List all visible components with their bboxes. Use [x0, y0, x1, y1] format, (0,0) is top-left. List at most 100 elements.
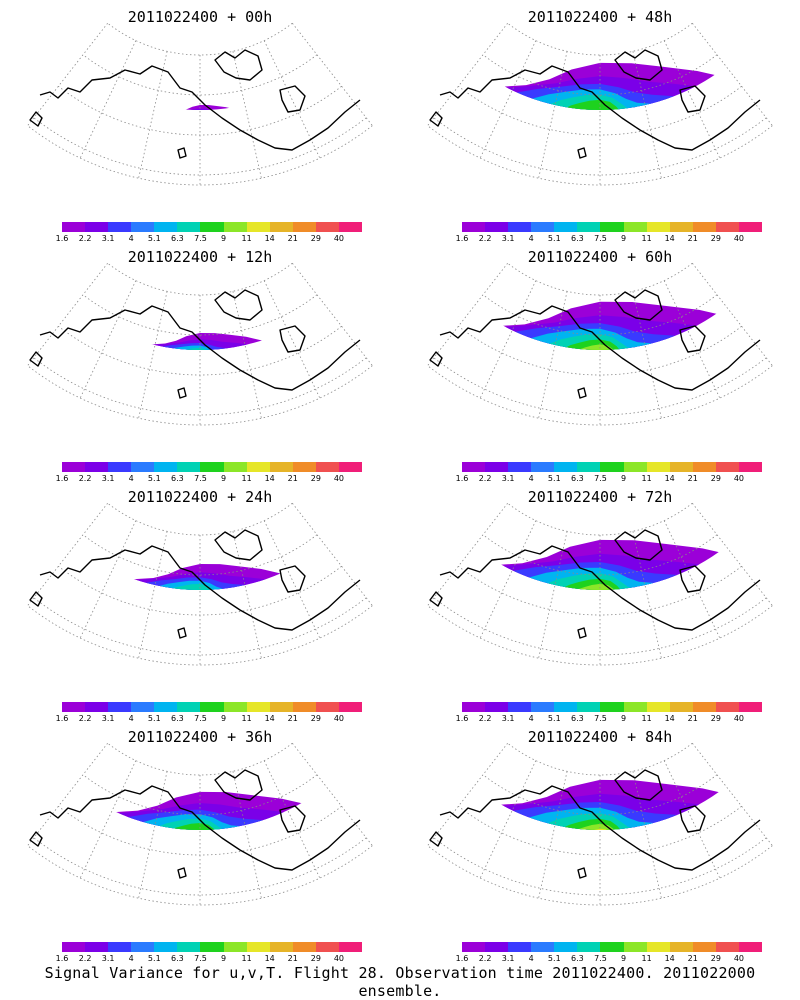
colorbar-tick-label: 2.2 — [78, 474, 92, 483]
colorbar-swatch — [200, 462, 224, 472]
colorbar-tick-label: 21 — [287, 234, 298, 243]
colorbar-swatch — [485, 462, 509, 472]
colorbar-swatch — [154, 702, 178, 712]
colorbar — [62, 222, 363, 232]
colorbar-tick-label: 2.2 — [478, 714, 492, 723]
variance-contour — [568, 344, 640, 350]
colorbar-swatch — [292, 222, 316, 232]
variance-contour — [173, 111, 231, 135]
colorbar-tick-label: 21 — [287, 714, 298, 723]
colorbar-tick-label: 2.2 — [78, 234, 92, 243]
graticule — [27, 502, 373, 666]
colorbar — [462, 222, 763, 232]
colorbar-tick-label: 14 — [264, 474, 275, 483]
colorbar-swatch — [738, 222, 763, 232]
colorbar-swatch — [554, 462, 578, 472]
colorbar-swatch — [269, 942, 293, 952]
colorbar-swatch — [154, 942, 178, 952]
colorbar-tick-label: 14 — [264, 954, 275, 963]
graticule — [27, 22, 373, 186]
colorbar-swatch — [669, 222, 693, 232]
map-panel-24h: 2011022400 + 24h 1.6 2.2 3.1 4 5.1 6.3 7.5 9 11 14… — [0, 480, 400, 725]
coastline — [29, 529, 361, 639]
graticule — [427, 22, 773, 186]
colorbar-tick-label: 40 — [333, 954, 345, 963]
colorbar-tick-label: 29 — [310, 714, 321, 723]
colorbar-swatch — [85, 462, 109, 472]
colorbar-swatch — [177, 702, 201, 712]
map-panel-72h: 2011022400 + 72h 1.6 2.2 3.1 4 5.1 6.3 7.5 9 11 14… — [400, 480, 800, 725]
colorbar-swatch — [738, 942, 763, 952]
colorbar-ticks: 1.6 2.2 3.1 4 5.1 6.3 7.5 9 11 14 21 29 40 — [456, 234, 762, 246]
colorbar-tick-label: 1.6 — [55, 954, 69, 963]
colorbar-swatch — [715, 222, 739, 232]
colorbar-tick-label: 1.6 — [55, 234, 69, 243]
graticule — [427, 262, 773, 426]
colorbar-tick-label: 4 — [528, 714, 534, 723]
map-panel-60h: 2011022400 + 60h 1.6 2.2 3.1 4 5.1 6.3 7.5 9 11 14… — [400, 240, 800, 485]
colorbar-tick-label: 14 — [264, 714, 275, 723]
colorbar — [462, 462, 763, 472]
colorbar-swatch — [131, 942, 155, 952]
colorbar-tick-label: 21 — [287, 474, 298, 483]
colorbar-tick-label: 4 — [128, 954, 134, 963]
colorbar-swatch — [738, 462, 763, 472]
colorbar-swatch — [646, 942, 670, 952]
map-panel-84h: 2011022400 + 84h 1.6 2.2 3.1 4 5.1 6.3 7.5 9 11 14… — [400, 720, 800, 965]
panel-title: 2011022400 + 12h — [127, 248, 273, 266]
variance-map — [27, 742, 373, 906]
colorbar-tick-label: 11 — [241, 474, 252, 483]
colorbar-tick-label: 4 — [528, 234, 534, 243]
colorbar-swatch — [600, 942, 624, 952]
colorbar-swatch — [223, 222, 247, 232]
colorbar-swatch — [623, 462, 647, 472]
coastline — [29, 289, 361, 399]
colorbar-swatch — [623, 222, 647, 232]
colorbar-tick-label: 6.3 — [171, 234, 184, 243]
colorbar-swatch — [485, 942, 509, 952]
coastline — [29, 769, 361, 879]
colorbar-swatch — [154, 462, 178, 472]
colorbar-swatch — [200, 222, 224, 232]
colorbar-swatch — [177, 222, 201, 232]
colorbar-tick-label: 40 — [733, 714, 745, 723]
colorbar-swatch — [531, 942, 555, 952]
colorbar-tick-label: 5.1 — [147, 234, 161, 243]
colorbar-tick-label: 7.5 — [594, 474, 607, 483]
colorbar-ticks: 1.6 2.2 3.1 4 5.1 6.3 7.5 9 11 14 21 29 40 — [56, 954, 362, 966]
colorbar-tick-label: 5.1 — [147, 954, 161, 963]
colorbar-swatch — [315, 462, 339, 472]
colorbar-tick-label: 29 — [310, 954, 321, 963]
colorbar-swatch — [223, 702, 247, 712]
colorbar-tick-label: 7.5 — [594, 234, 607, 243]
variance-contour — [174, 348, 234, 350]
colorbar-swatch — [692, 942, 716, 952]
colorbar-swatch — [623, 702, 647, 712]
variance-contour — [165, 823, 245, 830]
colorbar-tick-label: 11 — [241, 234, 252, 243]
colorbar-swatch — [85, 702, 109, 712]
colorbar — [62, 702, 363, 712]
colorbar-swatch — [315, 702, 339, 712]
colorbar-tick-label: 21 — [687, 954, 698, 963]
colorbar-swatch — [508, 942, 532, 952]
colorbar-swatch — [131, 462, 155, 472]
colorbar-tick-label: 14 — [664, 234, 675, 243]
colorbar — [62, 462, 363, 472]
colorbar-tick-label: 21 — [687, 714, 698, 723]
map-panel-36h: 2011022400 + 36h 1.6 2.2 3.1 4 5.1 6.3 7.5 9 11 14… — [0, 720, 400, 965]
colorbar-swatch — [292, 702, 316, 712]
colorbar-tick-label: 40 — [733, 234, 745, 243]
colorbar-tick-label: 21 — [687, 234, 698, 243]
colorbar-tick-label: 1.6 — [55, 714, 69, 723]
colorbar-swatch — [269, 462, 293, 472]
colorbar-swatch — [154, 222, 178, 232]
colorbar-swatch — [669, 702, 693, 712]
colorbar-tick-label: 1.6 — [455, 954, 469, 963]
coastline — [429, 289, 761, 399]
colorbar-tick-label: 40 — [333, 234, 345, 243]
colorbar-tick-label: 2.2 — [78, 714, 92, 723]
colorbar-swatch — [223, 942, 247, 952]
colorbar-swatch — [292, 462, 316, 472]
colorbar-swatch — [738, 702, 763, 712]
